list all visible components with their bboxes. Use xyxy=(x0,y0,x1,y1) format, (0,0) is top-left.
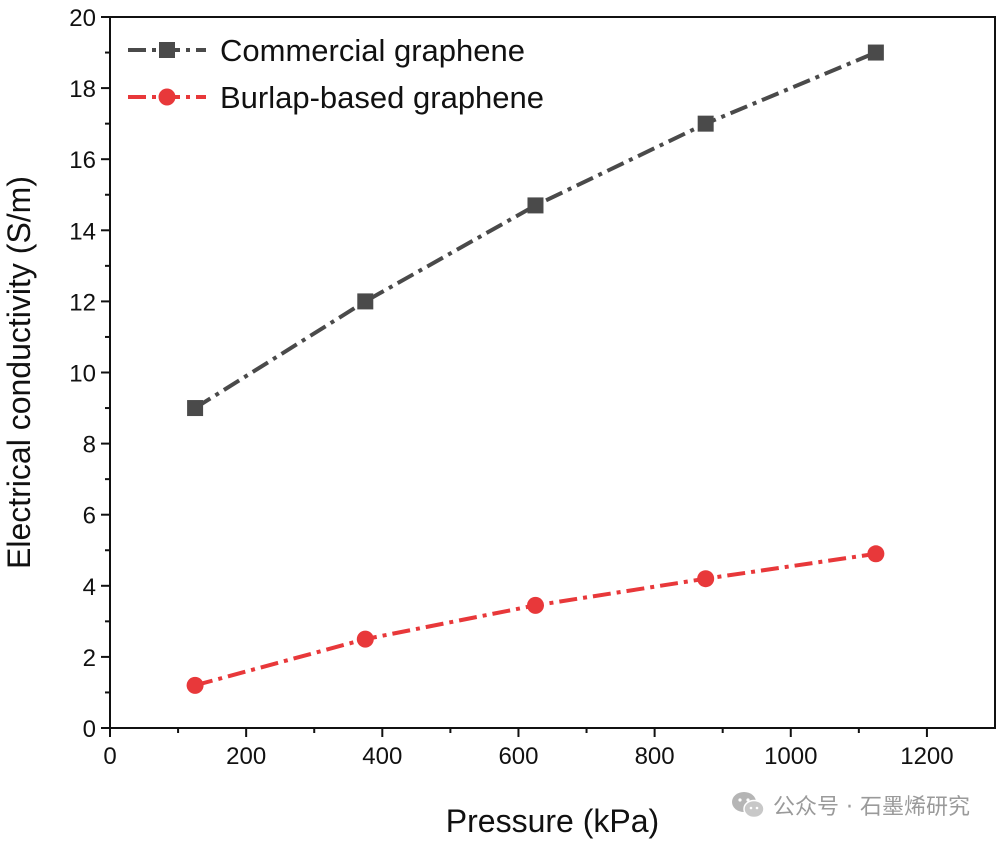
watermark: 公众号 · 石墨烯研究 xyxy=(731,789,970,821)
marker-square-0 xyxy=(187,400,204,417)
marker-square-2 xyxy=(527,197,544,214)
wechat-icon xyxy=(732,792,765,819)
series-line xyxy=(194,551,877,688)
legend-label: Burlap-based graphene xyxy=(220,80,544,115)
axis-ticks: 0 200 400 600 800 1000 1200 0 2 4 6 8 10 12 14 16 18 20 xyxy=(69,5,953,770)
marker-circle-1 xyxy=(356,630,374,648)
y-tick-label: 14 xyxy=(69,218,96,245)
marker-square-1 xyxy=(357,293,374,310)
x-axis-title: Pressure (kPa) xyxy=(446,803,659,839)
series-layer xyxy=(186,44,885,694)
x-tick-label: 200 xyxy=(226,743,266,770)
y-tick-label: 18 xyxy=(69,76,96,103)
legend-item-1: Commercial graphene xyxy=(128,33,525,68)
marker-circle-4 xyxy=(867,545,885,563)
y-tick-label: 0 xyxy=(83,716,96,743)
x-tick-label: 0 xyxy=(103,743,116,770)
marker-square-4 xyxy=(867,44,884,61)
axes-frame xyxy=(109,16,996,729)
marker-circle-3 xyxy=(697,570,715,588)
marker-square-legend xyxy=(159,42,175,58)
x-tick-label: 600 xyxy=(498,743,538,770)
series-line xyxy=(194,50,877,410)
y-tick-label: 2 xyxy=(83,645,96,672)
y-tick-label: 10 xyxy=(69,361,96,388)
x-tick-label: 800 xyxy=(635,743,675,770)
legend-label: Commercial graphene xyxy=(220,33,525,68)
marker-square-3 xyxy=(697,115,714,132)
x-tick-label: 400 xyxy=(362,743,402,770)
y-tick-label: 8 xyxy=(83,432,96,459)
x-tick-label: 1000 xyxy=(764,743,817,770)
y-tick-label: 12 xyxy=(69,289,96,316)
marker-circle-0 xyxy=(186,676,204,694)
series-2 xyxy=(186,545,885,694)
y-tick-label: 20 xyxy=(69,5,96,32)
y-axis-title: Electrical conductivity (S/m) xyxy=(1,176,37,569)
y-tick-label: 6 xyxy=(83,503,96,530)
plot-frame xyxy=(109,16,996,729)
watermark-text: 公众号 · 石墨烯研究 xyxy=(773,795,970,820)
y-tick-label: 4 xyxy=(83,574,96,601)
series-1 xyxy=(187,44,884,417)
marker-circle-legend xyxy=(158,88,176,106)
x-tick-label: 1200 xyxy=(900,743,953,770)
legend: Commercial graphene Burlap-based graphene xyxy=(128,33,544,115)
legend-item-2: Burlap-based graphene xyxy=(128,80,544,115)
y-tick-label: 16 xyxy=(69,147,96,174)
marker-circle-2 xyxy=(526,596,544,614)
